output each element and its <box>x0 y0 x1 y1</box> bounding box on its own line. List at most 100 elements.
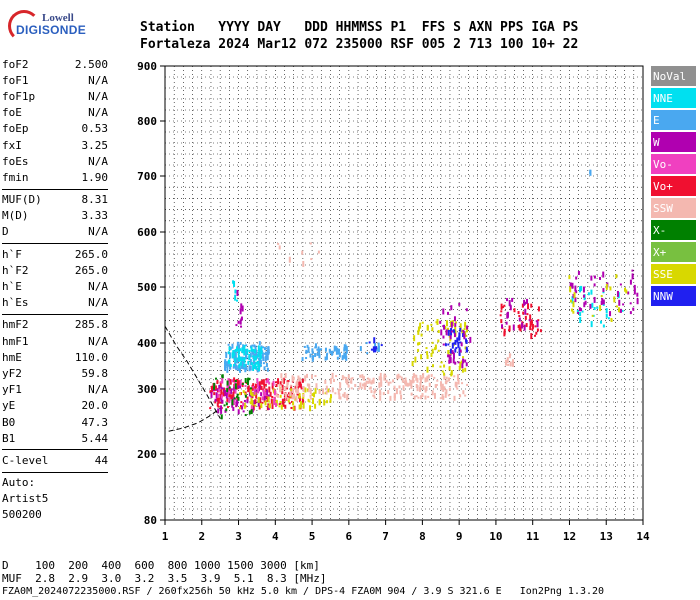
echo-point <box>338 352 341 358</box>
echo-point <box>228 393 231 399</box>
echo-point <box>314 403 317 409</box>
echo-point <box>255 362 258 365</box>
echo-point <box>343 346 346 351</box>
echo-point <box>369 386 372 390</box>
echo-point <box>418 386 421 392</box>
echo-point <box>417 326 420 332</box>
echo-point <box>447 354 450 358</box>
echo-point <box>317 250 320 254</box>
echo-point <box>461 382 464 385</box>
echo-point <box>280 387 283 390</box>
echo-point <box>299 383 302 388</box>
legend-swatch <box>651 88 696 108</box>
echo-point <box>287 395 290 398</box>
echo-point <box>419 375 422 380</box>
echo-point <box>278 383 281 387</box>
echo-point <box>419 322 422 329</box>
echo-point <box>268 386 271 393</box>
echo-point <box>263 366 266 371</box>
echo-point <box>314 343 317 349</box>
scaled-param-name: B1 <box>2 431 16 445</box>
echo-point <box>273 397 276 404</box>
echo-point <box>295 387 298 390</box>
echo-point <box>298 393 301 399</box>
echo-point <box>318 350 321 357</box>
echo-point <box>582 286 585 293</box>
echo-point <box>248 365 251 372</box>
echo-point <box>218 388 221 393</box>
echo-point <box>413 335 416 342</box>
echo-point <box>243 350 246 356</box>
echo-point <box>426 325 429 330</box>
echo-point <box>324 356 327 361</box>
echo-point <box>435 383 438 386</box>
scaled-param-name: foF2 <box>2 57 29 71</box>
echo-point <box>302 399 305 405</box>
echo-point <box>227 390 230 395</box>
echo-point <box>572 293 575 298</box>
y-tick-label: 900 <box>137 60 157 73</box>
echo-point <box>229 347 232 351</box>
echo-point <box>331 372 334 379</box>
echo-point <box>345 346 348 352</box>
echo-point <box>228 387 231 391</box>
echo-point <box>314 353 317 358</box>
x-tick-label: 2 <box>198 530 205 543</box>
echo-point <box>422 373 425 379</box>
echo-point <box>254 389 257 395</box>
echo-point <box>317 346 320 353</box>
profile-curve <box>164 325 221 419</box>
echo-point <box>233 352 236 357</box>
echo-point <box>220 396 223 402</box>
echo-point <box>250 362 253 366</box>
echo-point <box>232 392 235 399</box>
echo-point <box>233 377 236 383</box>
echo-point <box>347 384 350 388</box>
echo-point <box>283 395 286 398</box>
scaled-param-name: foF1 <box>2 73 29 87</box>
echo-point <box>636 292 639 297</box>
echo-point <box>422 384 425 390</box>
echo-point <box>367 380 370 384</box>
echo-point <box>449 354 452 357</box>
x-tick-label: 10 <box>489 530 502 543</box>
echo-point <box>261 355 264 359</box>
echo-point <box>577 311 580 314</box>
echo-point <box>384 375 387 378</box>
echo-point <box>265 353 268 360</box>
echo-point <box>226 406 229 409</box>
echo-point <box>426 366 429 373</box>
echo-point <box>302 406 305 409</box>
footer-distance-row: D 100 200 400 600 800 1000 1500 3000 [km… <box>2 559 320 572</box>
echo-point <box>294 385 297 390</box>
echo-point <box>252 364 255 371</box>
x-tick-label: 11 <box>526 530 540 543</box>
echo-point <box>619 308 622 313</box>
echo-point <box>361 374 364 379</box>
echo-point <box>237 357 240 360</box>
echo-point <box>245 356 248 360</box>
echo-point <box>263 383 266 389</box>
echo-point <box>404 377 407 382</box>
echo-point <box>534 334 537 337</box>
echo-point <box>332 378 335 382</box>
echo-point <box>247 378 250 381</box>
echo-point <box>602 299 605 305</box>
echo-point <box>249 387 252 391</box>
echo-point <box>459 323 462 330</box>
echo-point <box>420 395 423 400</box>
echo-point <box>259 353 262 360</box>
echo-point <box>241 347 244 353</box>
echo-point <box>428 382 431 387</box>
echo-point <box>421 393 424 398</box>
echo-point <box>250 405 253 412</box>
echo-point <box>460 342 463 347</box>
echo-point <box>445 320 448 327</box>
echo-point <box>424 387 427 393</box>
echo-point <box>322 388 325 395</box>
echo-point <box>230 388 233 391</box>
echo-point <box>600 294 603 297</box>
echo-point <box>601 298 604 305</box>
echo-point <box>309 405 312 412</box>
echo-point <box>367 377 370 380</box>
